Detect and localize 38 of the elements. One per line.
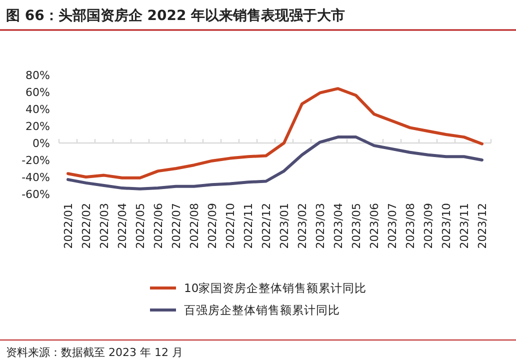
x-tick-label: 2023/07 xyxy=(386,203,399,249)
x-tick-label: 2023/01 xyxy=(278,203,291,249)
x-tick-label: 2023/08 xyxy=(404,203,417,249)
line-series xyxy=(66,136,484,190)
x-tick-label: 2023/09 xyxy=(422,203,435,249)
x-tick-label: 2023/12 xyxy=(476,203,489,249)
line-series xyxy=(66,87,484,180)
x-tick-label: 2023/10 xyxy=(440,203,453,249)
y-tick-label: -20% xyxy=(22,154,50,167)
x-tick-label: 2023/02 xyxy=(296,203,309,249)
x-tick-label: 2022/07 xyxy=(170,203,183,249)
x-tick-label: 2023/05 xyxy=(350,203,363,249)
x-tick-label: 2022/10 xyxy=(224,203,237,249)
x-tick-label: 2022/06 xyxy=(152,203,165,249)
y-tick-label: 80% xyxy=(26,69,50,82)
y-tick-label: -40% xyxy=(22,171,50,184)
x-tick-label: 2023/11 xyxy=(458,203,471,249)
x-tick-label: 2022/12 xyxy=(260,203,273,249)
x-tick-label: 2023/06 xyxy=(368,203,381,249)
x-tick-label: 2022/02 xyxy=(80,203,93,249)
text: 资料来源：数据截至 2023 年 12 月 xyxy=(6,346,183,359)
x-tick-label: 2023/04 xyxy=(332,203,345,249)
x-tick-label: 2023/03 xyxy=(314,203,327,249)
x-tick-label: 2022/08 xyxy=(188,203,201,249)
y-tick-label: -60% xyxy=(22,188,50,201)
x-tick-label: 2022/04 xyxy=(116,203,129,249)
x-tick-label: 2022/11 xyxy=(242,203,255,249)
y-tick-label: 20% xyxy=(26,120,50,133)
x-tick-label: 2022/09 xyxy=(206,203,219,249)
legend-label: 百强房企整体销售额累计同比 xyxy=(184,303,340,317)
y-tick-label: 40% xyxy=(26,103,50,116)
x-tick-label: 2022/01 xyxy=(62,203,75,249)
title: 图 66：头部国资房企 2022 年以来销售表现强于大市 xyxy=(6,8,346,24)
x-tick-label: 2022/03 xyxy=(98,203,111,249)
y-tick-label: 0% xyxy=(32,137,50,150)
x-tick-label: 2022/05 xyxy=(134,203,147,249)
y-tick-label: 60% xyxy=(26,86,50,99)
legend-label: 10家国资房企整体销售额累计同比 xyxy=(184,281,367,295)
